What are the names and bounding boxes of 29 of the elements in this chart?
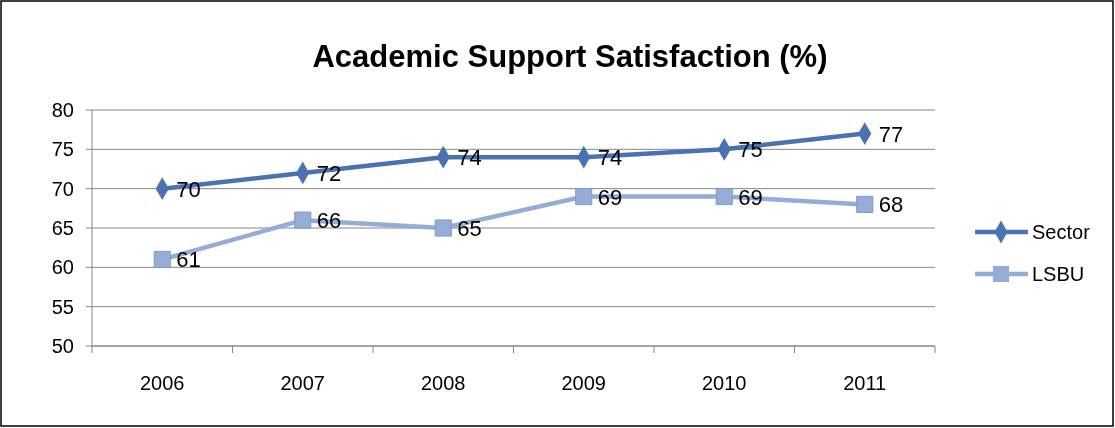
data-label: 77: [878, 121, 904, 147]
y-tick-label: 80: [51, 99, 74, 121]
y-tick-label: 75: [51, 138, 74, 161]
data-label: 65: [457, 216, 482, 241]
x-tick-label: 2007: [280, 372, 325, 394]
point: [575, 187, 593, 206]
legend-label: Sector: [1032, 221, 1091, 243]
data-label: 61: [176, 247, 201, 273]
x-tick-label: 2010: [702, 372, 747, 394]
x-tick-label: 2011: [843, 372, 887, 394]
data-label: 66: [316, 208, 342, 234]
data-label: 69: [738, 184, 763, 210]
point: [856, 195, 874, 213]
x-tick-label: 2009: [561, 372, 606, 394]
x-tick-label: 2008: [421, 372, 466, 394]
data-label: 69: [597, 184, 623, 210]
point: [153, 250, 171, 269]
chart-title: Academic Support Satisfaction (%): [312, 39, 828, 74]
y-tick-label: 70: [51, 177, 74, 200]
y-tick-label: 50: [51, 335, 74, 357]
x-tick-label: 2006: [140, 372, 185, 394]
legend-label: LSBU: [1032, 263, 1085, 285]
point: [294, 211, 312, 229]
point: [434, 219, 452, 237]
data-label: 68: [878, 192, 904, 218]
y-tick-label: 65: [51, 217, 74, 239]
y-tick-label: 55: [51, 295, 74, 318]
y-tick-label: 60: [51, 256, 74, 279]
point: [715, 187, 733, 206]
